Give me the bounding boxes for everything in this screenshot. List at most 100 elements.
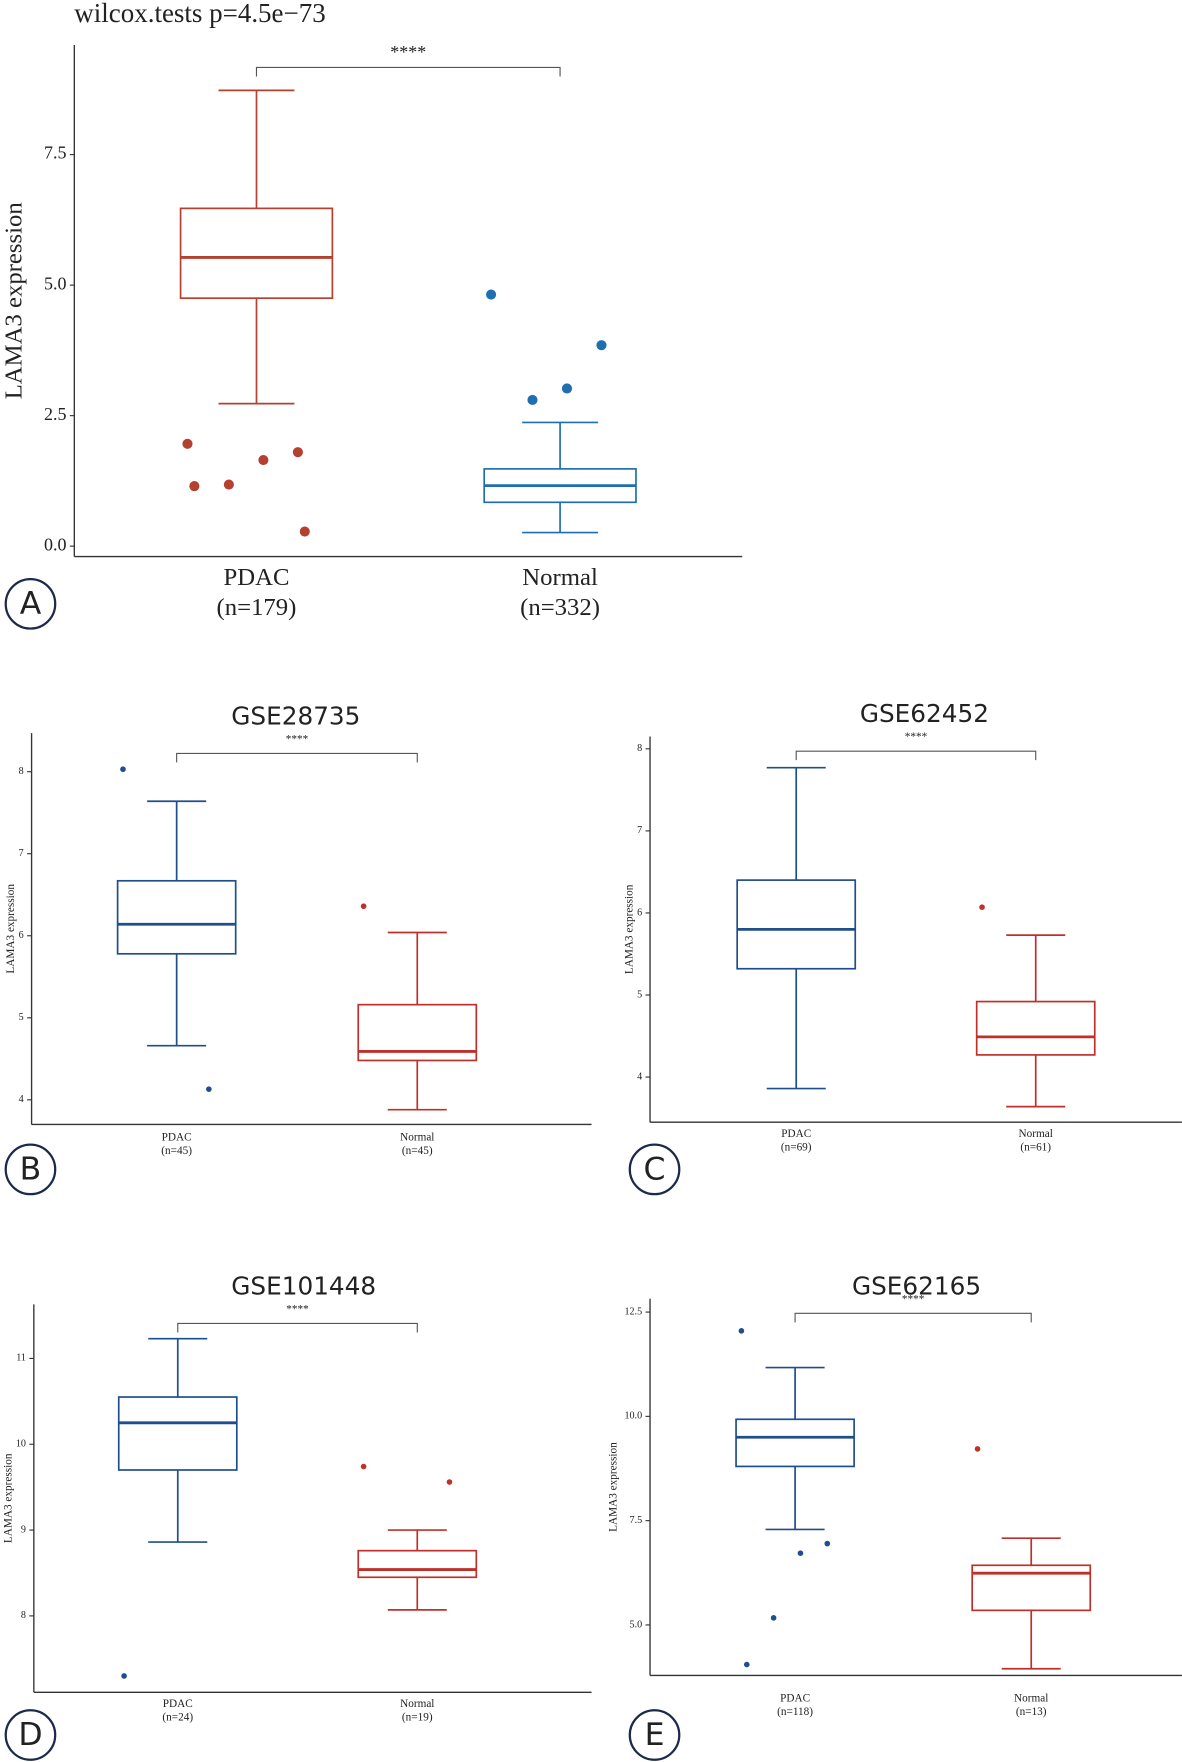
chart-title: GSE62165 [852,1271,981,1300]
y-tick-label: 5 [19,1012,24,1023]
outlier-point [292,447,303,458]
outlier-point [743,1661,750,1668]
x-tick-label: Normal [400,1698,434,1710]
x-tick-note: (n=13) [1016,1706,1047,1718]
x-tick-note: (n=45) [402,1145,433,1157]
y-tick-label: 4 [637,1071,642,1082]
outlier-point [974,1446,981,1452]
outlier-point [206,1086,212,1092]
y-tick-label: 0.0 [44,534,66,554]
y-tick-label: 7.5 [630,1515,643,1526]
x-tick-note: (n=118) [777,1706,813,1718]
box [117,1396,238,1471]
y-tick-label: 2.5 [44,404,66,424]
box [179,207,334,300]
box [971,1564,1092,1612]
significance-bracket [176,752,418,763]
outlier-point [360,1463,367,1470]
panel-label: B [20,1152,42,1188]
x-tick-label: PDAC [162,1132,192,1144]
box [735,1418,855,1468]
outlier-point [299,526,310,537]
y-tick-label: 10 [16,1439,26,1450]
box [116,879,237,955]
outlier-point [360,903,367,910]
x-tick-note: (n=69) [781,1142,812,1154]
outlier-point [824,1540,831,1547]
outlier-point [258,454,269,466]
panel-badge [4,1709,57,1761]
chart-title: wilcox.tests p=4.5e−73 [74,0,325,28]
panel-label: E [645,1717,665,1753]
x-tick-label: Normal [1014,1693,1048,1705]
y-tick-label: 7 [637,825,642,836]
panel-label: D [18,1717,42,1753]
outlier-point [446,1479,453,1485]
x-tick-label: Normal [400,1132,434,1144]
significance-label: **** [286,1304,309,1316]
y-tick-label: 7.5 [44,143,66,163]
y-axis-label: LAMA3 expression [3,1453,15,1543]
box [357,1549,478,1579]
x-tick-label: PDAC [163,1698,193,1710]
significance-bracket [255,66,561,77]
panel-badge [4,1143,57,1196]
x-tick-note: (n=19) [402,1712,433,1724]
y-axis-label: LAMA3 expression [1,202,28,399]
significance-label: **** [902,1293,925,1305]
outlier-point [596,340,607,351]
outlier-point [486,289,497,300]
x-tick-label: Normal [1019,1128,1053,1140]
chart-title: GSE62452 [860,699,989,728]
outlier-point [797,1550,804,1557]
x-tick-note: (n=45) [161,1145,192,1157]
x-tick-label: PDAC [224,564,290,591]
y-tick-label: 7 [19,848,24,859]
x-tick-note: (n=24) [162,1712,193,1724]
y-tick-label: 5.0 [44,273,66,293]
significance-bracket [794,1312,1032,1323]
y-tick-label: 5 [637,989,642,1000]
outlier-point [979,904,985,911]
panel-label: C [644,1152,666,1188]
y-axis-label: LAMA3 expression [623,884,635,974]
chart-title: GSE28735 [231,701,360,730]
y-tick-label: 8 [19,766,24,777]
box [357,1003,478,1062]
y-tick-label: 10.0 [624,1411,642,1422]
outlier-point [121,1673,127,1679]
y-tick-label: 6 [19,930,24,941]
panel-badge [628,1143,681,1196]
y-tick-label: 11 [16,1353,26,1364]
x-tick-label: PDAC [780,1693,810,1705]
y-tick-label: 5.0 [630,1619,643,1630]
x-tick-label: PDAC [781,1128,811,1140]
y-tick-label: 6 [637,907,642,918]
outlier-point [189,481,200,492]
y-tick-label: 8 [637,743,642,754]
x-tick-note: (n=61) [1020,1142,1051,1154]
x-tick-note: (n=179) [217,594,297,621]
y-tick-label: 9 [21,1524,26,1535]
y-axis-label: LAMA3 expression [5,884,17,974]
panel-label: A [20,586,42,622]
outlier-point [182,438,193,449]
panel-badge [4,577,57,630]
x-tick-label: Normal [522,564,598,591]
y-tick-label: 8 [21,1610,26,1621]
x-tick-note: (n=332) [520,594,600,621]
y-tick-label: 12.5 [624,1306,642,1317]
outlier-point [223,479,234,490]
significance-label: **** [905,731,928,743]
significance-label: **** [286,733,309,745]
box [975,1000,1096,1056]
chart-title: GSE101448 [231,1271,376,1300]
outlier-point [561,383,573,394]
significance-bracket [795,750,1037,761]
outlier-point [738,1328,745,1334]
outlier-point [120,766,126,773]
box [736,879,857,970]
y-tick-label: 4 [19,1094,24,1105]
